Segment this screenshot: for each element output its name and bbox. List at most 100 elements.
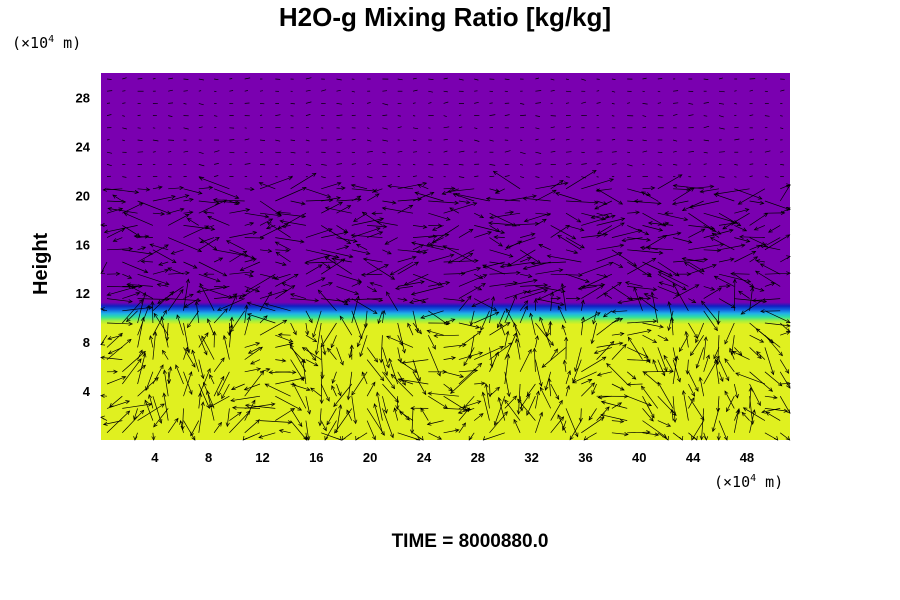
wind-vector-head	[566, 384, 571, 390]
wind-vector	[407, 323, 414, 336]
wind-vector	[494, 396, 506, 426]
wind-vector	[318, 289, 337, 312]
wind-vector	[229, 151, 235, 154]
wind-vector-head	[125, 400, 131, 405]
wind-vector-head	[556, 296, 562, 301]
wind-vector	[764, 176, 769, 178]
wind-vector-head	[543, 289, 549, 294]
wind-vector	[336, 245, 349, 251]
wind-vector	[550, 297, 561, 299]
wind-vector	[376, 392, 383, 421]
wind-vector-head	[465, 407, 470, 413]
wind-vector	[320, 420, 327, 431]
wind-vector-head	[381, 206, 387, 211]
wind-vector	[489, 261, 512, 266]
wind-vector-head	[242, 250, 248, 255]
wind-vector-head	[548, 320, 553, 326]
wind-vector-head	[711, 232, 717, 237]
wind-vector	[642, 212, 666, 227]
wind-vector	[190, 420, 200, 436]
wind-vector	[275, 285, 295, 299]
wind-vector-head	[786, 409, 791, 414]
wind-vector-head	[474, 258, 479, 263]
wind-vector	[397, 261, 419, 275]
wind-vector	[489, 139, 494, 142]
wind-vector-head	[617, 402, 623, 407]
wind-vector	[657, 261, 680, 277]
wind-vector-head	[454, 200, 460, 205]
wind-vector-head	[526, 411, 531, 416]
wind-vector	[474, 273, 483, 279]
wind-vector-head	[103, 229, 109, 234]
wind-vector-head	[481, 283, 486, 287]
wind-vector	[718, 258, 734, 263]
wind-vector-head	[319, 399, 324, 405]
wind-vector-head	[611, 214, 616, 219]
wind-vector	[367, 162, 372, 165]
wind-vector	[561, 283, 567, 311]
wind-vector	[351, 227, 381, 238]
wind-vector	[489, 322, 510, 336]
wind-vector	[611, 229, 642, 238]
wind-vector-head	[100, 341, 106, 346]
wind-vector	[642, 187, 655, 190]
wind-vector-head	[372, 310, 378, 314]
wind-vector-head	[557, 414, 562, 419]
wind-vector-head	[202, 381, 207, 387]
wind-vector	[458, 267, 481, 275]
wind-vector	[412, 322, 422, 334]
wind-vector	[320, 322, 337, 348]
wind-vector	[397, 347, 402, 363]
wind-vector-head	[185, 278, 190, 284]
wind-vector-head	[175, 364, 179, 370]
wind-vector-head	[206, 318, 211, 324]
wind-vector-head	[109, 403, 114, 408]
y-tick-label: 28	[76, 90, 90, 105]
wind-vector	[627, 188, 651, 196]
wind-vector	[627, 249, 663, 254]
wind-vector	[550, 151, 556, 153]
wind-vector-head	[194, 300, 199, 306]
wind-vector	[106, 139, 110, 141]
wind-vector-head	[390, 275, 396, 280]
wind-vector-head	[209, 403, 215, 408]
wind-vector-head	[674, 355, 679, 361]
wind-vector	[443, 298, 465, 302]
wind-vector	[122, 261, 148, 273]
wind-vector-head	[768, 228, 773, 233]
wind-vector	[259, 175, 263, 177]
wind-vector	[290, 293, 306, 299]
wind-vector	[752, 298, 781, 302]
wind-vector	[168, 208, 184, 214]
wind-vector	[199, 177, 230, 190]
wind-vector-head	[724, 390, 729, 396]
wind-vector	[764, 322, 791, 327]
wind-vector-head	[266, 222, 272, 227]
wind-vector-head	[487, 231, 493, 236]
wind-vector-head	[786, 255, 791, 260]
wind-vector-head	[145, 304, 150, 310]
wind-vector	[594, 347, 613, 354]
wind-vector-head	[408, 204, 414, 209]
wind-vector-head	[672, 183, 678, 188]
wind-vector	[382, 151, 386, 154]
wind-vector-head	[410, 291, 416, 296]
wind-vector-head	[740, 243, 746, 248]
wind-vector	[622, 237, 643, 242]
wind-vector	[739, 236, 765, 238]
wind-vector	[336, 103, 343, 105]
wind-vector-head	[326, 347, 332, 353]
wind-vector	[458, 422, 466, 433]
wind-vector	[417, 184, 429, 190]
wind-vector-head	[171, 259, 177, 263]
wind-vector-head	[738, 290, 743, 295]
wind-vector	[764, 371, 783, 387]
wind-vector	[443, 90, 448, 93]
wind-vector	[336, 187, 346, 190]
wind-vector-head	[526, 289, 532, 294]
wind-vector	[152, 195, 176, 202]
x-tick-label: 44	[686, 450, 701, 465]
wind-vector-head	[393, 407, 398, 413]
wind-vector	[198, 164, 205, 167]
wind-vector	[703, 125, 710, 129]
